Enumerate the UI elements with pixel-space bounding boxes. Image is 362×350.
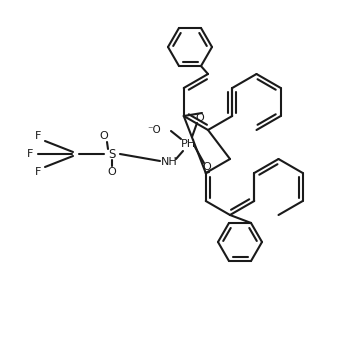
- Text: F: F: [35, 131, 41, 141]
- Text: S: S: [108, 147, 116, 161]
- Text: F: F: [35, 167, 41, 177]
- Text: PH: PH: [180, 139, 195, 149]
- Text: O: O: [108, 167, 116, 177]
- Text: O: O: [195, 113, 205, 123]
- Text: ⁻O: ⁻O: [147, 125, 161, 135]
- Text: O: O: [100, 131, 108, 141]
- Text: NH: NH: [161, 157, 177, 167]
- Text: F: F: [27, 149, 33, 159]
- Text: O: O: [203, 162, 211, 172]
